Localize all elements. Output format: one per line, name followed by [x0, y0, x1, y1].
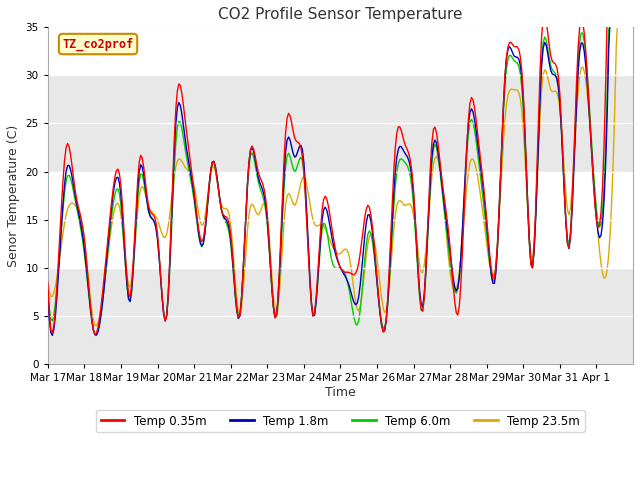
- Y-axis label: Senor Temperature (C): Senor Temperature (C): [7, 124, 20, 267]
- Text: TZ_co2prof: TZ_co2prof: [63, 37, 134, 51]
- Legend: Temp 0.35m, Temp 1.8m, Temp 6.0m, Temp 23.5m: Temp 0.35m, Temp 1.8m, Temp 6.0m, Temp 2…: [96, 410, 585, 432]
- Bar: [48, 268, 633, 364]
- X-axis label: Time: Time: [325, 386, 356, 399]
- Bar: [48, 75, 633, 172]
- Title: CO2 Profile Sensor Temperature: CO2 Profile Sensor Temperature: [218, 7, 463, 22]
